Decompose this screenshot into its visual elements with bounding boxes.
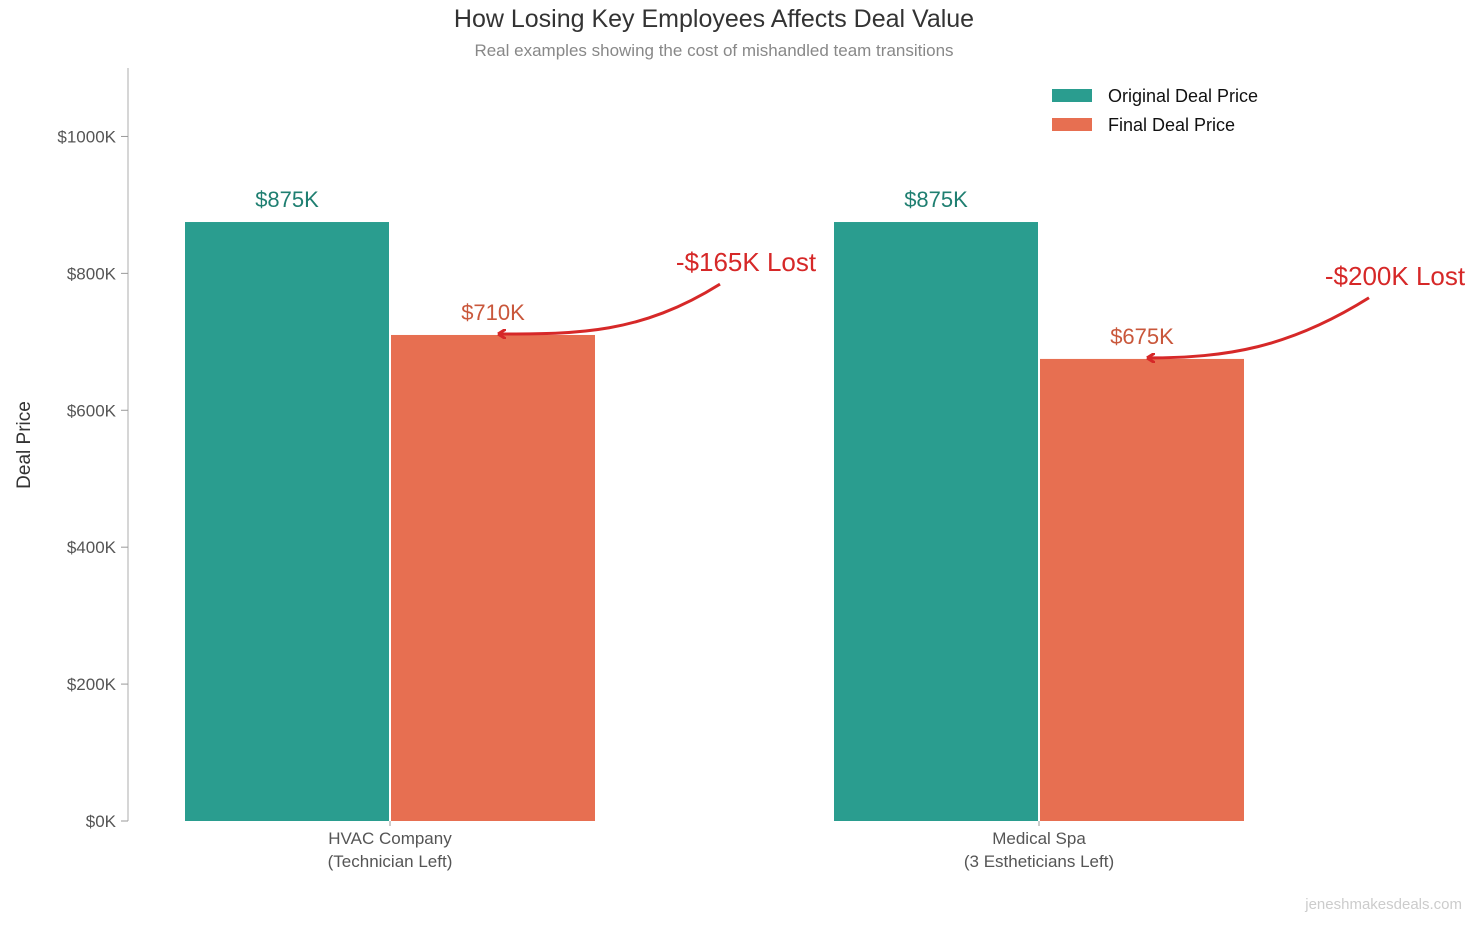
bar-final xyxy=(391,334,595,821)
bar-original xyxy=(185,222,389,822)
annotation-label: -$165K Lost xyxy=(676,247,817,277)
legend-label: Final Deal Price xyxy=(1108,115,1235,135)
bar-value-label: $675K xyxy=(1110,324,1174,349)
y-tick-label: $400K xyxy=(67,538,117,557)
legend-swatch xyxy=(1052,89,1092,102)
y-tick-label: $0K xyxy=(86,812,117,831)
annotation-arrow xyxy=(498,282,721,334)
x-tick-label: HVAC Company xyxy=(328,829,452,848)
chart-subtitle: Real examples showing the cost of mishan… xyxy=(474,41,953,60)
x-tick-label: (3 Estheticians Left) xyxy=(964,852,1114,871)
bar-final xyxy=(1040,358,1244,821)
y-tick-label: $1000K xyxy=(57,127,116,146)
x-tick-label: (Technician Left) xyxy=(328,852,453,871)
annotation-label: -$200K Lost xyxy=(1325,261,1466,291)
y-tick-label: $600K xyxy=(67,401,117,420)
chart-title: How Losing Key Employees Affects Deal Va… xyxy=(454,5,974,33)
legend-swatch xyxy=(1052,118,1092,131)
bar-original xyxy=(834,222,1038,822)
annotation-arrow xyxy=(1147,296,1370,358)
y-tick-label: $200K xyxy=(67,675,117,694)
x-tick-label: Medical Spa xyxy=(992,829,1086,848)
y-axis-label: Deal Price xyxy=(14,401,35,489)
y-tick-label: $800K xyxy=(67,264,117,283)
bar-value-label: $875K xyxy=(904,187,968,212)
bar-value-label: $875K xyxy=(255,187,319,212)
watermark: jeneshmakesdeals.com xyxy=(1304,896,1462,913)
legend-label: Original Deal Price xyxy=(1108,86,1258,106)
bar-value-label: $710K xyxy=(461,300,525,325)
